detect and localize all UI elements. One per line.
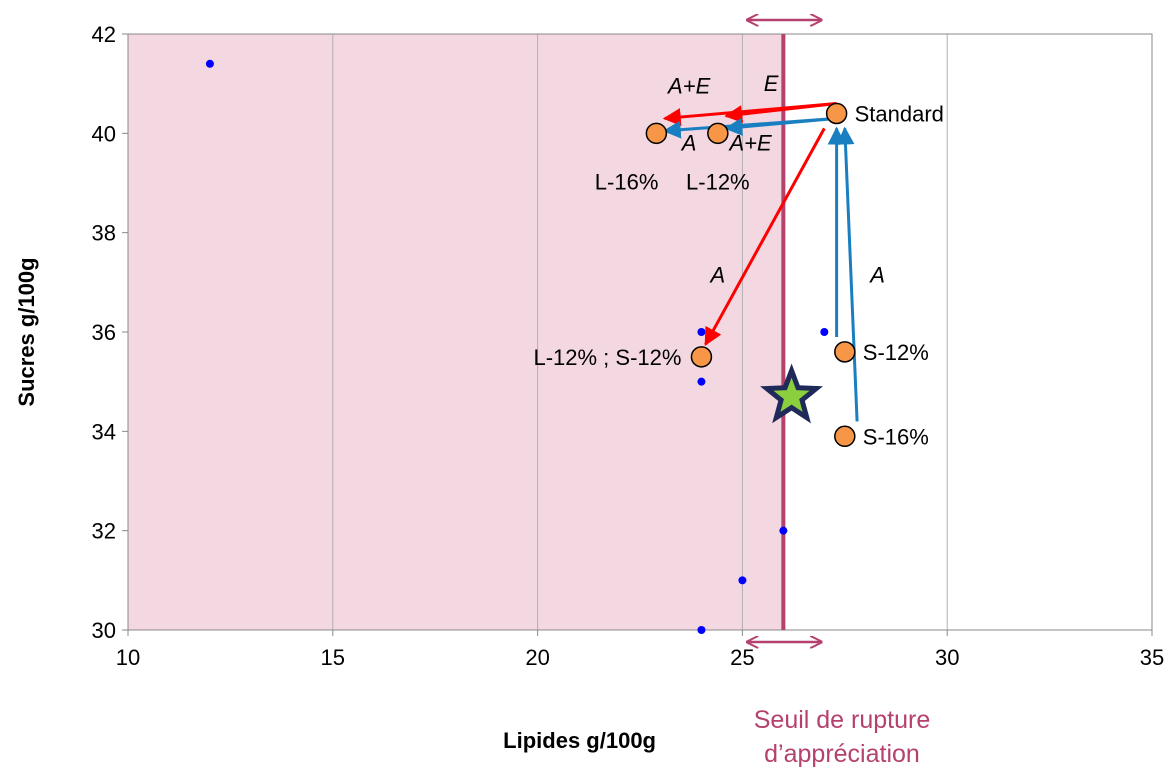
data-point (738, 576, 747, 585)
product-marker (645, 122, 668, 145)
arrow-annotation: A+E (666, 74, 711, 99)
annotations: A+E E A A+E A A (666, 71, 885, 287)
product-marker (834, 425, 856, 448)
y-tick-label: 34 (92, 419, 116, 444)
product-label: L-16% (595, 169, 659, 194)
arrow-annotation: A (708, 262, 725, 287)
threshold-label-line2: d’appréciation (764, 740, 920, 768)
product-marker (707, 122, 729, 145)
x-tick-label: 30 (935, 645, 959, 670)
product-label: Standard (855, 101, 944, 126)
y-tick-label: 42 (92, 22, 116, 47)
threshold-label-line1: Seuil de rupture (754, 706, 931, 734)
x-tick-label: 20 (525, 645, 549, 670)
arrows (662, 102, 859, 422)
y-axis-title: Sucres g/100g (14, 257, 39, 406)
product-marker (690, 346, 713, 368)
change-arrow (662, 102, 837, 127)
arrow-annotation: A+E (727, 131, 772, 156)
product-marker (834, 341, 856, 363)
arrow-annotation: E (764, 71, 779, 96)
product-label: L-12% ; S-12% (533, 345, 681, 370)
y-tick-label: 30 (92, 618, 116, 643)
y-tick-label: 38 (92, 221, 116, 246)
change-arrow (704, 127, 826, 346)
x-axis-title: Lipides g/100g (503, 728, 656, 753)
star-marker-group (760, 363, 824, 424)
threshold-width-arrows (747, 20, 821, 642)
change-arrow (836, 126, 859, 422)
data-point (205, 59, 214, 68)
x-tick-label: 15 (321, 645, 345, 670)
data-point (697, 377, 706, 386)
shaded-region (128, 34, 784, 630)
change-arrow (724, 116, 837, 136)
data-point (697, 328, 706, 336)
x-tick-label: 25 (730, 645, 754, 670)
axis-ticks: 10 15 20 25 30 35 30 32 34 36 38 40 42 (92, 22, 1165, 670)
product-label: L-12% (686, 169, 750, 194)
data-point (779, 526, 788, 535)
data-point (697, 626, 706, 634)
product-marker (825, 102, 848, 125)
x-tick-label: 35 (1140, 645, 1164, 670)
y-tick-label: 40 (92, 121, 116, 146)
x-tick-label: 10 (116, 645, 140, 670)
y-tick-label: 36 (92, 320, 116, 345)
y-tick-label: 32 (92, 519, 116, 544)
arrow-annotation: A (868, 262, 885, 287)
product-label: S-16% (863, 424, 929, 449)
star-marker (760, 363, 824, 424)
data-point (820, 328, 829, 336)
products: Standard L-16% L-12% L-12% ; S-12% S-12% S-16… (533, 101, 943, 449)
product-label: S-12% (863, 340, 929, 365)
arrow-annotation: A (680, 131, 697, 156)
